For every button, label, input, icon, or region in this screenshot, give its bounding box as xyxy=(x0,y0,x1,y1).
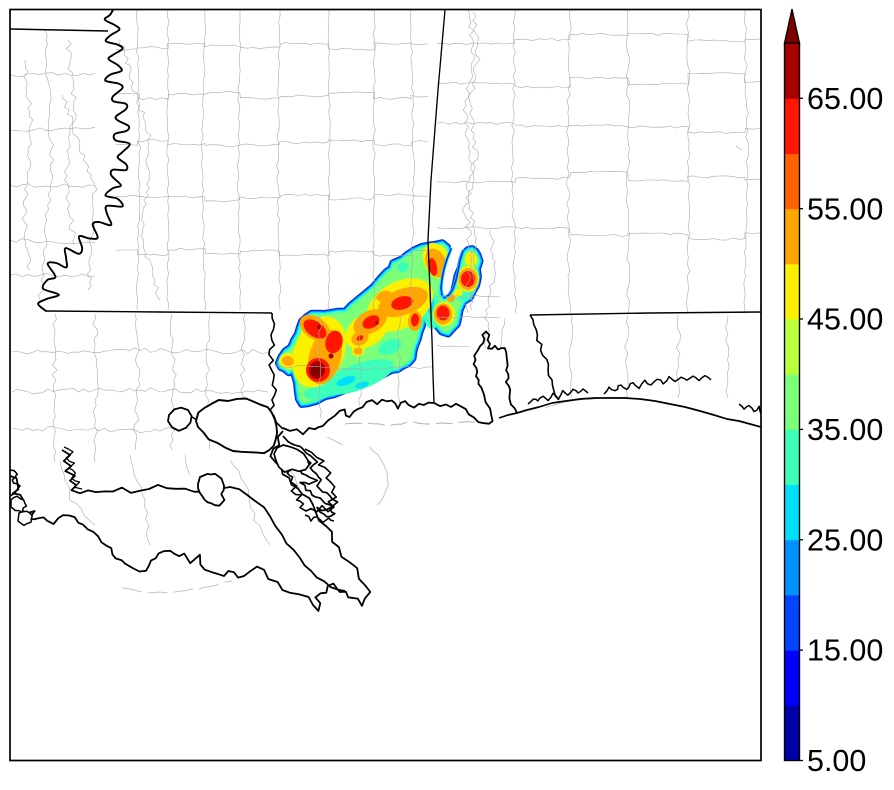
svg-text:55.00: 55.00 xyxy=(807,192,883,226)
svg-text:65.00: 65.00 xyxy=(807,82,883,116)
svg-text:15.00: 15.00 xyxy=(807,634,883,668)
svg-text:25.00: 25.00 xyxy=(807,523,883,557)
svg-text:5.00: 5.00 xyxy=(807,744,866,778)
svg-text:35.00: 35.00 xyxy=(807,413,883,447)
svg-text:45.00: 45.00 xyxy=(807,303,883,337)
